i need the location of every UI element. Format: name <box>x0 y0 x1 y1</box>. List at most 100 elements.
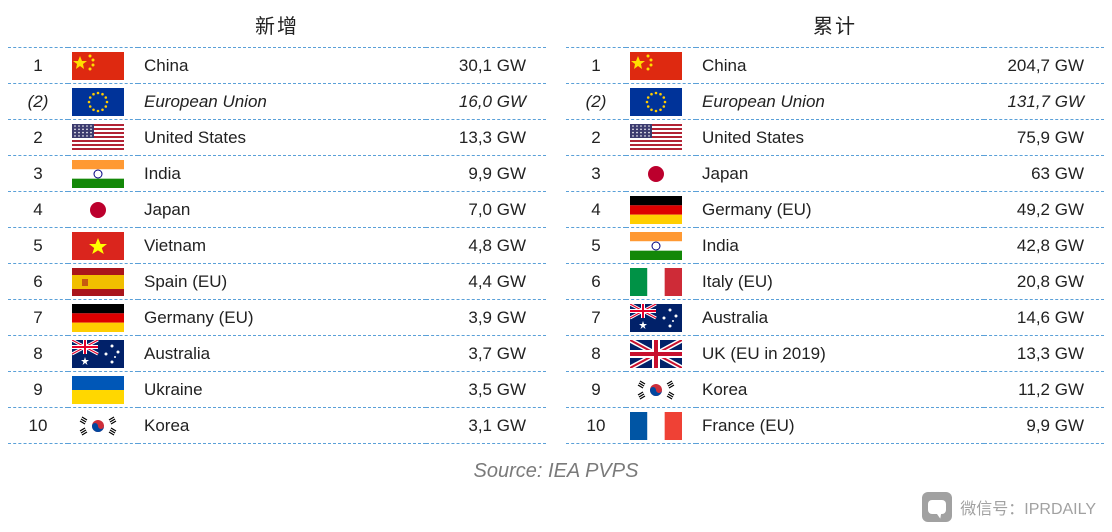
jp-flag-icon <box>72 196 124 224</box>
country-name: United States <box>696 120 984 156</box>
rank-cell: 6 <box>566 264 626 300</box>
in-flag-icon <box>630 232 682 260</box>
value-cell: 9,9 GW <box>426 156 546 192</box>
flag-cell <box>626 192 696 228</box>
rank-cell: 7 <box>566 300 626 336</box>
country-name: France (EU) <box>696 408 984 444</box>
table-row: 7 Germany (EU) 3,9 GW <box>8 300 546 336</box>
us-flag-icon <box>630 124 682 152</box>
table-row: 4 Germany (EU) 49,2 GW <box>566 192 1104 228</box>
country-name: Germany (EU) <box>696 192 984 228</box>
de-flag-icon <box>630 196 682 224</box>
country-name: India <box>138 156 426 192</box>
value-cell: 13,3 GW <box>984 336 1104 372</box>
rank-cell: 10 <box>8 408 68 444</box>
table-row: 2 United States 13,3 GW <box>8 120 546 156</box>
flag-cell <box>68 120 138 156</box>
table-row: (2) European Union 16,0 GW <box>8 84 546 120</box>
table-row: 8 Australia 3,7 GW <box>8 336 546 372</box>
table-row: (2) European Union 131,7 GW <box>566 84 1104 120</box>
flag-cell <box>68 156 138 192</box>
flag-cell <box>68 228 138 264</box>
country-name: Ukraine <box>138 372 426 408</box>
rank-cell: 4 <box>8 192 68 228</box>
rank-cell: 10 <box>566 408 626 444</box>
us-flag-icon <box>72 124 124 152</box>
table-row: 2 United States 75,9 GW <box>566 120 1104 156</box>
rank-cell: 5 <box>566 228 626 264</box>
rank-cell: 8 <box>8 336 68 372</box>
value-cell: 131,7 GW <box>984 84 1104 120</box>
table-row: 9 Ukraine 3,5 GW <box>8 372 546 408</box>
table-row: 5 Vietnam 4,8 GW <box>8 228 546 264</box>
flag-cell <box>626 372 696 408</box>
de-flag-icon <box>72 304 124 332</box>
rank-cell: 7 <box>8 300 68 336</box>
it-flag-icon <box>630 268 682 296</box>
value-cell: 3,5 GW <box>426 372 546 408</box>
country-name: China <box>138 48 426 84</box>
rank-cell: 3 <box>8 156 68 192</box>
ua-flag-icon <box>72 376 124 404</box>
country-name: Spain (EU) <box>138 264 426 300</box>
rank-cell: (2) <box>566 84 626 120</box>
table-row: 8 UK (EU in 2019) 13,3 GW <box>566 336 1104 372</box>
country-name: Korea <box>138 408 426 444</box>
right-panel: 累计 1 China 204,7 GW (2) European Union 1… <box>566 10 1104 444</box>
rank-cell: 4 <box>566 192 626 228</box>
value-cell: 30,1 GW <box>426 48 546 84</box>
rank-cell: 1 <box>8 48 68 84</box>
flag-cell <box>68 264 138 300</box>
jp-flag-icon <box>630 160 682 188</box>
flag-cell <box>68 336 138 372</box>
flag-cell <box>68 84 138 120</box>
country-name: Germany (EU) <box>138 300 426 336</box>
value-cell: 49,2 GW <box>984 192 1104 228</box>
country-name: Korea <box>696 372 984 408</box>
left-table: 1 China 30,1 GW (2) European Union 16,0 … <box>8 47 546 444</box>
value-cell: 11,2 GW <box>984 372 1104 408</box>
cn-flag-icon <box>72 52 124 80</box>
table-row: 1 China 204,7 GW <box>566 48 1104 84</box>
flag-cell <box>626 228 696 264</box>
country-name: China <box>696 48 984 84</box>
country-name: Australia <box>696 300 984 336</box>
country-name: UK (EU in 2019) <box>696 336 984 372</box>
table-row: 6 Spain (EU) 4,4 GW <box>8 264 546 300</box>
rank-cell: (2) <box>8 84 68 120</box>
flag-cell <box>68 300 138 336</box>
rank-cell: 1 <box>566 48 626 84</box>
flag-cell <box>68 48 138 84</box>
au-flag-icon <box>630 304 682 332</box>
value-cell: 14,6 GW <box>984 300 1104 336</box>
uk-flag-icon <box>630 340 682 368</box>
country-name: Australia <box>138 336 426 372</box>
rank-cell: 8 <box>566 336 626 372</box>
value-cell: 75,9 GW <box>984 120 1104 156</box>
rank-cell: 9 <box>566 372 626 408</box>
left-title: 新增 <box>8 10 546 39</box>
table-row: 1 China 30,1 GW <box>8 48 546 84</box>
right-title: 累计 <box>566 10 1104 39</box>
flag-cell <box>626 120 696 156</box>
rank-cell: 6 <box>8 264 68 300</box>
flag-cell <box>626 156 696 192</box>
eu-flag-icon <box>630 88 682 116</box>
flag-cell <box>68 408 138 444</box>
vn-flag-icon <box>72 232 124 260</box>
source-text: Source: IEA PVPS <box>8 460 1104 483</box>
watermark: 微信号：IPRDAILY <box>922 492 1096 522</box>
in-flag-icon <box>72 160 124 188</box>
table-row: 3 Japan 63 GW <box>566 156 1104 192</box>
rank-cell: 3 <box>566 156 626 192</box>
table-row: 10 France (EU) 9,9 GW <box>566 408 1104 444</box>
watermark-id: IPRDAILY <box>1024 501 1096 518</box>
value-cell: 42,8 GW <box>984 228 1104 264</box>
value-cell: 16,0 GW <box>426 84 546 120</box>
rank-cell: 9 <box>8 372 68 408</box>
au-flag-icon <box>72 340 124 368</box>
flag-cell <box>68 372 138 408</box>
table-row: 3 India 9,9 GW <box>8 156 546 192</box>
rank-cell: 5 <box>8 228 68 264</box>
rank-cell: 2 <box>8 120 68 156</box>
